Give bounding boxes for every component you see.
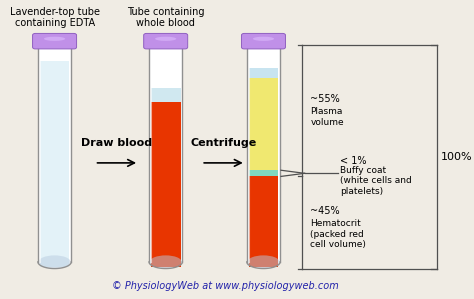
Text: © PhysiologyWeb at www.physiologyweb.com: © PhysiologyWeb at www.physiologyweb.com xyxy=(112,281,339,291)
Ellipse shape xyxy=(248,261,278,267)
Bar xyxy=(151,88,181,103)
FancyBboxPatch shape xyxy=(33,33,77,49)
Ellipse shape xyxy=(38,255,71,268)
Ellipse shape xyxy=(149,255,182,269)
FancyBboxPatch shape xyxy=(247,45,280,262)
Text: Plasma
volume: Plasma volume xyxy=(310,107,344,126)
FancyBboxPatch shape xyxy=(144,33,188,49)
Text: ~55%: ~55% xyxy=(310,94,340,104)
Text: < 1%: < 1% xyxy=(340,156,367,167)
FancyBboxPatch shape xyxy=(241,33,285,49)
Ellipse shape xyxy=(151,261,181,267)
Text: ~45%: ~45% xyxy=(310,206,340,216)
Bar xyxy=(248,170,278,176)
FancyBboxPatch shape xyxy=(38,45,71,262)
Text: Buffy coat
(white cells and
platelets): Buffy coat (white cells and platelets) xyxy=(340,166,412,196)
Bar xyxy=(151,103,181,267)
Bar xyxy=(40,61,70,267)
Text: Tube containing
whole blood: Tube containing whole blood xyxy=(127,7,204,28)
Ellipse shape xyxy=(44,37,65,41)
Bar xyxy=(248,78,278,170)
Text: Lavender-top tube
containing EDTA: Lavender-top tube containing EDTA xyxy=(9,7,100,28)
Ellipse shape xyxy=(150,255,182,268)
Text: Hematocrit
(packed red
cell volume): Hematocrit (packed red cell volume) xyxy=(310,219,366,249)
Ellipse shape xyxy=(247,255,280,268)
Text: 100%: 100% xyxy=(440,152,472,162)
Text: Centrifuge: Centrifuge xyxy=(191,138,256,148)
Ellipse shape xyxy=(247,255,280,269)
Ellipse shape xyxy=(38,255,71,269)
Ellipse shape xyxy=(155,37,176,41)
Bar xyxy=(248,176,278,267)
FancyBboxPatch shape xyxy=(149,45,182,262)
Ellipse shape xyxy=(253,37,274,41)
Bar xyxy=(248,68,278,78)
Text: Draw blood: Draw blood xyxy=(81,138,152,148)
